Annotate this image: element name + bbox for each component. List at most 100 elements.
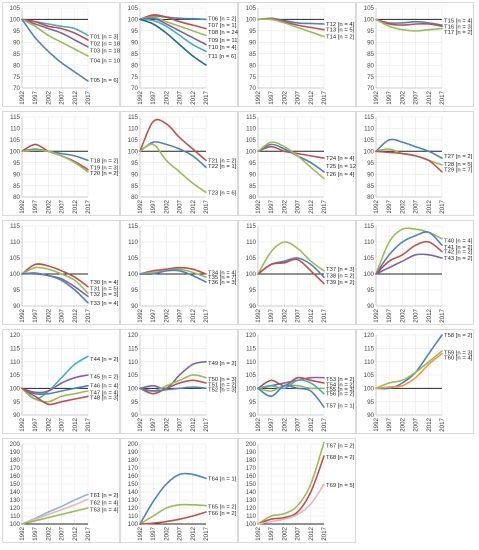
y-tick-label: 80 <box>249 194 256 201</box>
series-label: T40 [n = 4] <box>444 238 473 244</box>
series-line <box>139 118 207 162</box>
series-line <box>139 379 207 395</box>
y-tick-label: 90 <box>249 412 256 419</box>
x-tick-label: 2017 <box>203 417 210 431</box>
y-tick-label: 100 <box>364 271 375 278</box>
y-tick-label: 110 <box>10 126 20 133</box>
x-tick-label: 1992 <box>137 308 144 322</box>
y-tick-label: 95 <box>367 287 374 294</box>
y-tick-label: 90 <box>13 171 20 178</box>
y-tick-label: 90 <box>131 412 138 419</box>
series-label: T10 [n = 4] <box>208 45 237 51</box>
series-label: T46 [n = 4] <box>90 384 119 390</box>
x-tick-label: 2002 <box>163 526 170 540</box>
x-tick-label: 2002 <box>281 308 288 322</box>
x-tick-label: 1997 <box>268 90 275 104</box>
panel-border <box>120 438 238 543</box>
series-label: T26 [n = 4] <box>326 172 355 178</box>
panel-border <box>2 2 120 107</box>
x-tick-label: 1997 <box>386 199 393 213</box>
series-line <box>257 241 325 275</box>
series-line <box>375 150 443 173</box>
x-tick-label: 1997 <box>32 417 39 431</box>
y-tick-label: 105 <box>364 372 375 379</box>
y-tick-label: 110 <box>128 359 138 366</box>
series-line <box>375 18 443 28</box>
series-line <box>21 387 89 403</box>
x-tick-label: 2012 <box>308 308 315 322</box>
series-label: T04 [n = 10] <box>90 59 122 65</box>
chart-panel: 90 95 100 105 110 115 1992 1997 2002 2007 2012 2017… <box>238 220 356 325</box>
x-tick-label: 2017 <box>321 526 328 540</box>
x-tick-label: 2007 <box>177 417 184 431</box>
series-label: T27 [n = 2] <box>444 154 473 160</box>
x-tick-label: 1992 <box>137 526 144 540</box>
y-tick-label: 115 <box>246 346 256 353</box>
chart-panel: 90 95 100 105 110 115 120 1992 1997 2002 2007 2012 2… <box>238 329 356 434</box>
x-tick-label: 1992 <box>19 199 26 213</box>
y-tick-label: 80 <box>367 194 374 201</box>
y-tick-label: 120 <box>128 505 139 512</box>
series-label: T31 [n = 5] <box>90 286 119 292</box>
x-tick-label: 1997 <box>32 308 39 322</box>
x-tick-label: 2012 <box>190 526 197 540</box>
x-tick-label: 2012 <box>308 90 315 104</box>
series-line <box>257 143 325 173</box>
series-label: T53 [n = 2] <box>326 377 355 383</box>
series-line <box>21 18 89 57</box>
y-tick-label: 85 <box>249 51 256 58</box>
y-tick-label: 160 <box>128 473 139 480</box>
series-label: T06 [n = 2] <box>208 16 237 22</box>
y-tick-label: 95 <box>13 287 20 294</box>
x-tick-label: 1992 <box>255 526 262 540</box>
y-tick-label: 115 <box>128 346 138 353</box>
y-tick-label: 90 <box>249 171 256 178</box>
series-label: T43 [n = 2] <box>444 256 473 262</box>
y-tick-label: 80 <box>13 194 20 201</box>
x-tick-label: 1997 <box>32 90 39 104</box>
series-label: T01 [n = 3] <box>90 35 119 41</box>
series-label: T35 [n = 7] <box>208 275 237 281</box>
series-label: T05 [n = 6] <box>90 78 119 84</box>
y-tick-label: 95 <box>249 287 256 294</box>
y-tick-label: 85 <box>367 183 374 190</box>
y-tick-label: 200 <box>10 441 21 448</box>
y-tick-label: 95 <box>367 160 374 167</box>
x-tick-label: 2017 <box>203 308 210 322</box>
x-tick-label: 2017 <box>85 308 92 322</box>
y-tick-label: 115 <box>10 114 20 121</box>
y-tick-label: 100 <box>246 148 257 155</box>
x-tick-label: 1997 <box>32 199 39 213</box>
y-tick-label: 115 <box>246 114 256 121</box>
x-tick-label: 2007 <box>59 417 66 431</box>
y-tick-label: 105 <box>10 372 21 379</box>
x-tick-label: 1992 <box>137 417 144 431</box>
series-line <box>21 149 89 173</box>
series-line <box>375 18 443 26</box>
series-label: T29 [n = 7] <box>444 168 473 174</box>
series-line <box>139 511 207 525</box>
series-label: T64 [n = 1] <box>208 476 237 482</box>
x-tick-label: 2002 <box>45 90 52 104</box>
x-tick-label: 2007 <box>59 90 66 104</box>
y-tick-label: 110 <box>364 359 374 366</box>
chart-panel: 70 75 80 85 90 95 100 105 1992 1997 2002 2007 2012 20… <box>238 2 356 107</box>
panel-border <box>2 220 120 325</box>
y-tick-label: 70 <box>249 85 256 92</box>
y-tick-label: 105 <box>364 137 375 144</box>
y-tick-label: 150 <box>10 481 21 488</box>
y-tick-label: 80 <box>249 62 256 69</box>
y-tick-label: 105 <box>364 5 375 12</box>
x-tick-label: 2007 <box>295 417 302 431</box>
panel-border <box>356 329 474 434</box>
y-tick-label: 110 <box>10 513 20 520</box>
y-tick-label: 85 <box>131 51 138 58</box>
x-tick-label: 2002 <box>163 417 170 431</box>
series-label: T44 [n = 2] <box>90 357 119 363</box>
x-tick-label: 1992 <box>373 90 380 104</box>
x-tick-label: 1992 <box>19 526 26 540</box>
x-tick-label: 2012 <box>72 526 79 540</box>
panel-border <box>2 329 120 434</box>
x-tick-label: 2017 <box>439 308 446 322</box>
